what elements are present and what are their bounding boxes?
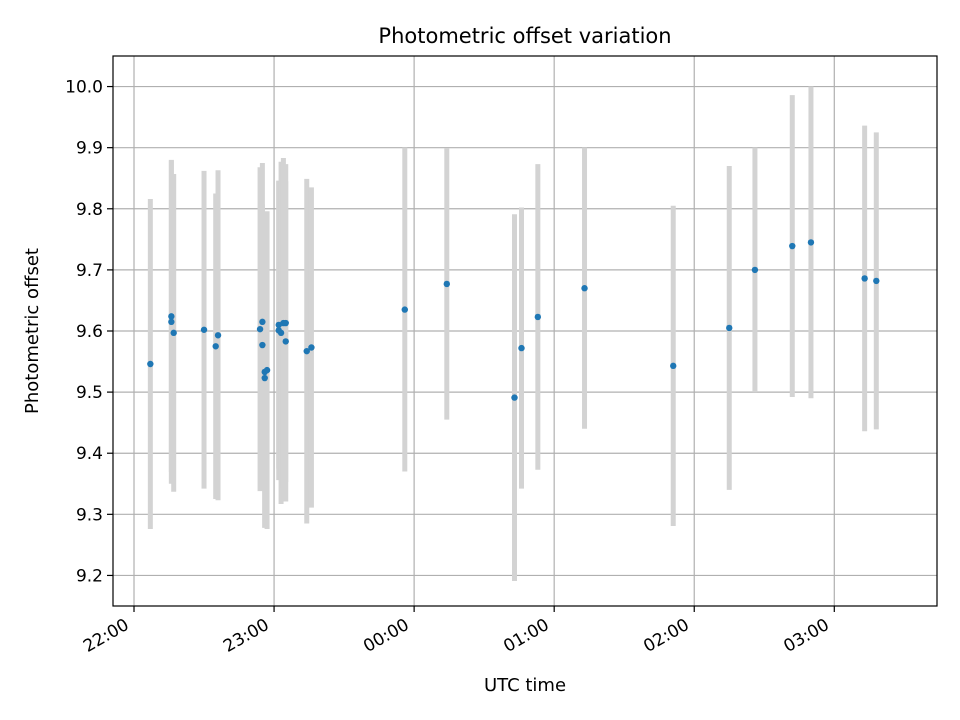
y-axis-ticks: 9.2 9.3 9.4 9.5 9.6 9.7 9.8 9.9 10.0 bbox=[65, 78, 113, 586]
data-point bbox=[789, 242, 796, 250]
data-point bbox=[263, 366, 271, 374]
data-point bbox=[282, 319, 289, 327]
data-point bbox=[726, 324, 733, 332]
data-point bbox=[200, 326, 208, 333]
data-point bbox=[259, 341, 266, 349]
y-tick-label: 10.0 bbox=[65, 78, 103, 98]
data-point bbox=[518, 344, 525, 352]
data-point bbox=[443, 280, 451, 288]
data-point bbox=[259, 318, 266, 326]
y-axis-label: Photometric offset bbox=[22, 248, 43, 414]
data-point bbox=[303, 347, 310, 355]
data-point bbox=[873, 277, 880, 285]
data-point bbox=[401, 306, 408, 313]
y-tick-label: 9.6 bbox=[76, 322, 103, 342]
data-point bbox=[170, 329, 177, 337]
y-tick-label: 9.9 bbox=[76, 139, 103, 159]
y-tick-label: 9.2 bbox=[76, 566, 103, 586]
data-point bbox=[511, 394, 518, 401]
data-point bbox=[807, 239, 815, 246]
data-point bbox=[214, 332, 222, 339]
data-point bbox=[212, 343, 219, 350]
data-point bbox=[282, 338, 289, 345]
data-point bbox=[277, 329, 285, 337]
chart-title: Photometric offset variation bbox=[378, 24, 671, 48]
data-point bbox=[751, 266, 759, 274]
data-point bbox=[861, 275, 868, 282]
data-point bbox=[581, 285, 588, 292]
y-tick-label: 9.8 bbox=[76, 200, 103, 220]
data-point bbox=[670, 362, 677, 370]
data-point bbox=[261, 374, 268, 382]
y-tick-label: 9.5 bbox=[76, 383, 103, 403]
grid-lines bbox=[113, 56, 937, 606]
y-tick-label: 9.7 bbox=[76, 261, 103, 281]
data-point bbox=[168, 313, 175, 320]
y-tick-label: 9.3 bbox=[76, 505, 103, 525]
data-point bbox=[308, 344, 315, 351]
data-point bbox=[168, 318, 175, 326]
y-tick-label: 9.4 bbox=[76, 444, 103, 464]
data-point bbox=[534, 313, 542, 321]
data-points bbox=[147, 239, 880, 401]
data-point bbox=[256, 325, 264, 333]
x-axis-label: UTC time bbox=[484, 675, 566, 696]
data-point bbox=[147, 360, 154, 368]
